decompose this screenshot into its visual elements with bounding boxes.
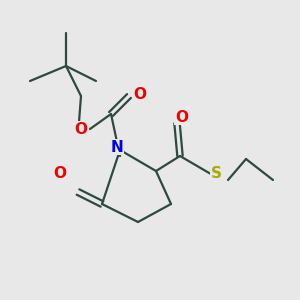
Text: O: O bbox=[53, 167, 67, 182]
Text: O: O bbox=[74, 122, 88, 136]
Text: N: N bbox=[111, 140, 123, 154]
Text: O: O bbox=[175, 110, 188, 124]
Text: S: S bbox=[211, 167, 221, 182]
Text: O: O bbox=[133, 87, 146, 102]
